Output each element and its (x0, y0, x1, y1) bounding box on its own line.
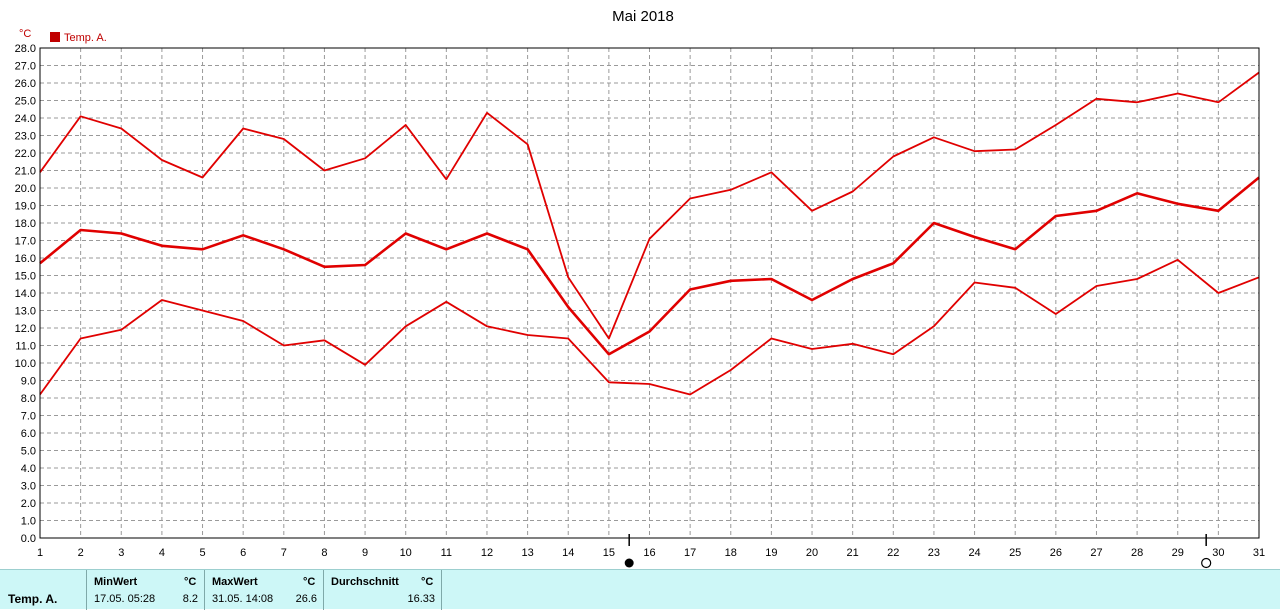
y-tick-label: 1.0 (21, 516, 36, 528)
chart-title: Mai 2018 (612, 8, 674, 25)
y-axis-ticks: 0.0 1.0 2.0 3.0 4.0 5.0 6.0 7.0 8.0 9.0 10.0 11.0 12… (15, 43, 36, 545)
y-tick-label: 14.0 (15, 288, 36, 300)
x-tick-label: 15 (603, 547, 615, 559)
min-time: 17.05. 05:28 (94, 593, 156, 605)
avg-unit: °C (421, 576, 434, 588)
x-tick-label: 11 (441, 547, 452, 559)
stats-bar: Temp. A. MinWert °C 17.05. 05:28 8.2 Max… (0, 569, 1280, 610)
x-tick-label: 5 (199, 547, 205, 559)
x-tick-label: 3 (118, 547, 124, 559)
x-tick-label: 26 (1050, 547, 1062, 559)
stats-max-cell: MaxWert °C 31.05. 14:08 26.6 (205, 570, 324, 610)
x-tick-label: 31 (1253, 547, 1265, 559)
stats-row-label: Temp. A. (8, 592, 58, 606)
min-header: MinWert (94, 576, 138, 588)
x-tick-label: 16 (643, 547, 655, 559)
y-tick-label: 13.0 (15, 306, 36, 318)
x-axis-ticks: 1 2 3 4 5 6 7 8 9 10 11 12 13 14 15 16 17 18 19 20 21 22 23 24 2… (37, 547, 1265, 559)
avg-value: 16.33 (407, 593, 435, 605)
min-unit: °C (184, 576, 197, 588)
y-tick-label: 15.0 (15, 271, 36, 283)
x-tick-label: 17 (684, 547, 696, 559)
y-tick-label: 3.0 (21, 481, 36, 493)
x-tick-label: 28 (1131, 547, 1143, 559)
max-time: 31.05. 14:08 (212, 593, 274, 605)
x-tick-label: 7 (281, 547, 287, 559)
x-tick-label: 4 (159, 547, 165, 559)
y-tick-label: 11.0 (15, 341, 36, 353)
y-tick-label: 25.0 (15, 96, 36, 108)
x-tick-label: 27 (1090, 547, 1102, 559)
max-header: MaxWert (212, 576, 258, 588)
y-tick-label: 0.0 (21, 533, 36, 545)
x-tick-label: 1 (37, 547, 43, 559)
y-tick-label: 18.0 (15, 218, 36, 230)
y-tick-label: 4.0 (21, 463, 36, 475)
y-tick-label: 23.0 (15, 131, 36, 143)
y-tick-label: 9.0 (21, 376, 36, 388)
y-tick-label: 10.0 (15, 358, 36, 370)
y-tick-label: 21.0 (15, 166, 36, 178)
x-tick-label: 22 (887, 547, 899, 559)
min-value: 8.2 (182, 593, 198, 605)
stats-row-label-cell: Temp. A. (0, 570, 87, 610)
y-tick-label: 17.0 (15, 236, 36, 248)
x-tick-label: 30 (1212, 547, 1224, 559)
x-tick-label: 12 (481, 547, 493, 559)
plot-frame (39, 47, 1260, 539)
x-tick-label: 29 (1172, 547, 1184, 559)
x-tick-label: 18 (725, 547, 737, 559)
series-line-mean (39, 176, 1260, 356)
moon-markers (624, 534, 1212, 569)
x-tick-label: 23 (928, 547, 940, 559)
x-tick-label: 24 (968, 547, 980, 559)
series-lines (39, 71, 1260, 396)
x-tick-label: 13 (521, 547, 533, 559)
y-tick-label: 27.0 (15, 61, 36, 73)
y-tick-label: 12.0 (15, 323, 36, 335)
new-moon-icon (624, 558, 634, 568)
max-unit: °C (303, 576, 316, 588)
max-value: 26.6 (295, 593, 317, 605)
y-tick-label: 24.0 (15, 113, 36, 125)
temperature-chart: Mai 2018 °C Temp. A. 0.0 1.0 2.0 3.0 4.0 5.0 6… (15, 8, 1265, 569)
y-tick-label: 5.0 (21, 446, 36, 458)
full-moon-icon (1201, 557, 1212, 569)
x-tick-label: 8 (321, 547, 327, 559)
series-line-min (39, 258, 1260, 396)
x-tick-label: 14 (562, 547, 574, 559)
y-tick-label: 19.0 (15, 201, 36, 213)
legend-swatch (50, 32, 60, 42)
y-tick-label: 20.0 (15, 183, 36, 195)
y-tick-label: 7.0 (21, 411, 36, 423)
x-tick-label: 19 (765, 547, 777, 559)
x-tick-label: 6 (240, 547, 246, 559)
y-tick-label: 8.0 (21, 393, 36, 405)
y-tick-label: 22.0 (15, 148, 36, 160)
stats-min-cell: MinWert °C 17.05. 05:28 8.2 (87, 570, 205, 610)
y-tick-label: 26.0 (15, 78, 36, 90)
stats-avg-cell: Durchschnitt °C 16.33 (324, 570, 442, 610)
x-tick-label: 10 (400, 547, 412, 559)
x-tick-label: 9 (362, 547, 368, 559)
y-tick-label: 6.0 (21, 428, 36, 440)
y-tick-label: 2.0 (21, 498, 36, 510)
x-tick-label: 25 (1009, 547, 1021, 559)
x-tick-label: 21 (847, 547, 859, 559)
x-tick-label: 2 (78, 547, 84, 559)
avg-header: Durchschnitt (331, 576, 399, 588)
y-tick-label: 16.0 (15, 253, 36, 265)
grid (40, 48, 1259, 538)
x-tick-label: 20 (806, 547, 818, 559)
y-axis-unit: °C (19, 28, 31, 40)
legend-label: Temp. A. (64, 32, 107, 44)
series-line-max (39, 71, 1260, 340)
y-tick-label: 28.0 (15, 43, 36, 55)
